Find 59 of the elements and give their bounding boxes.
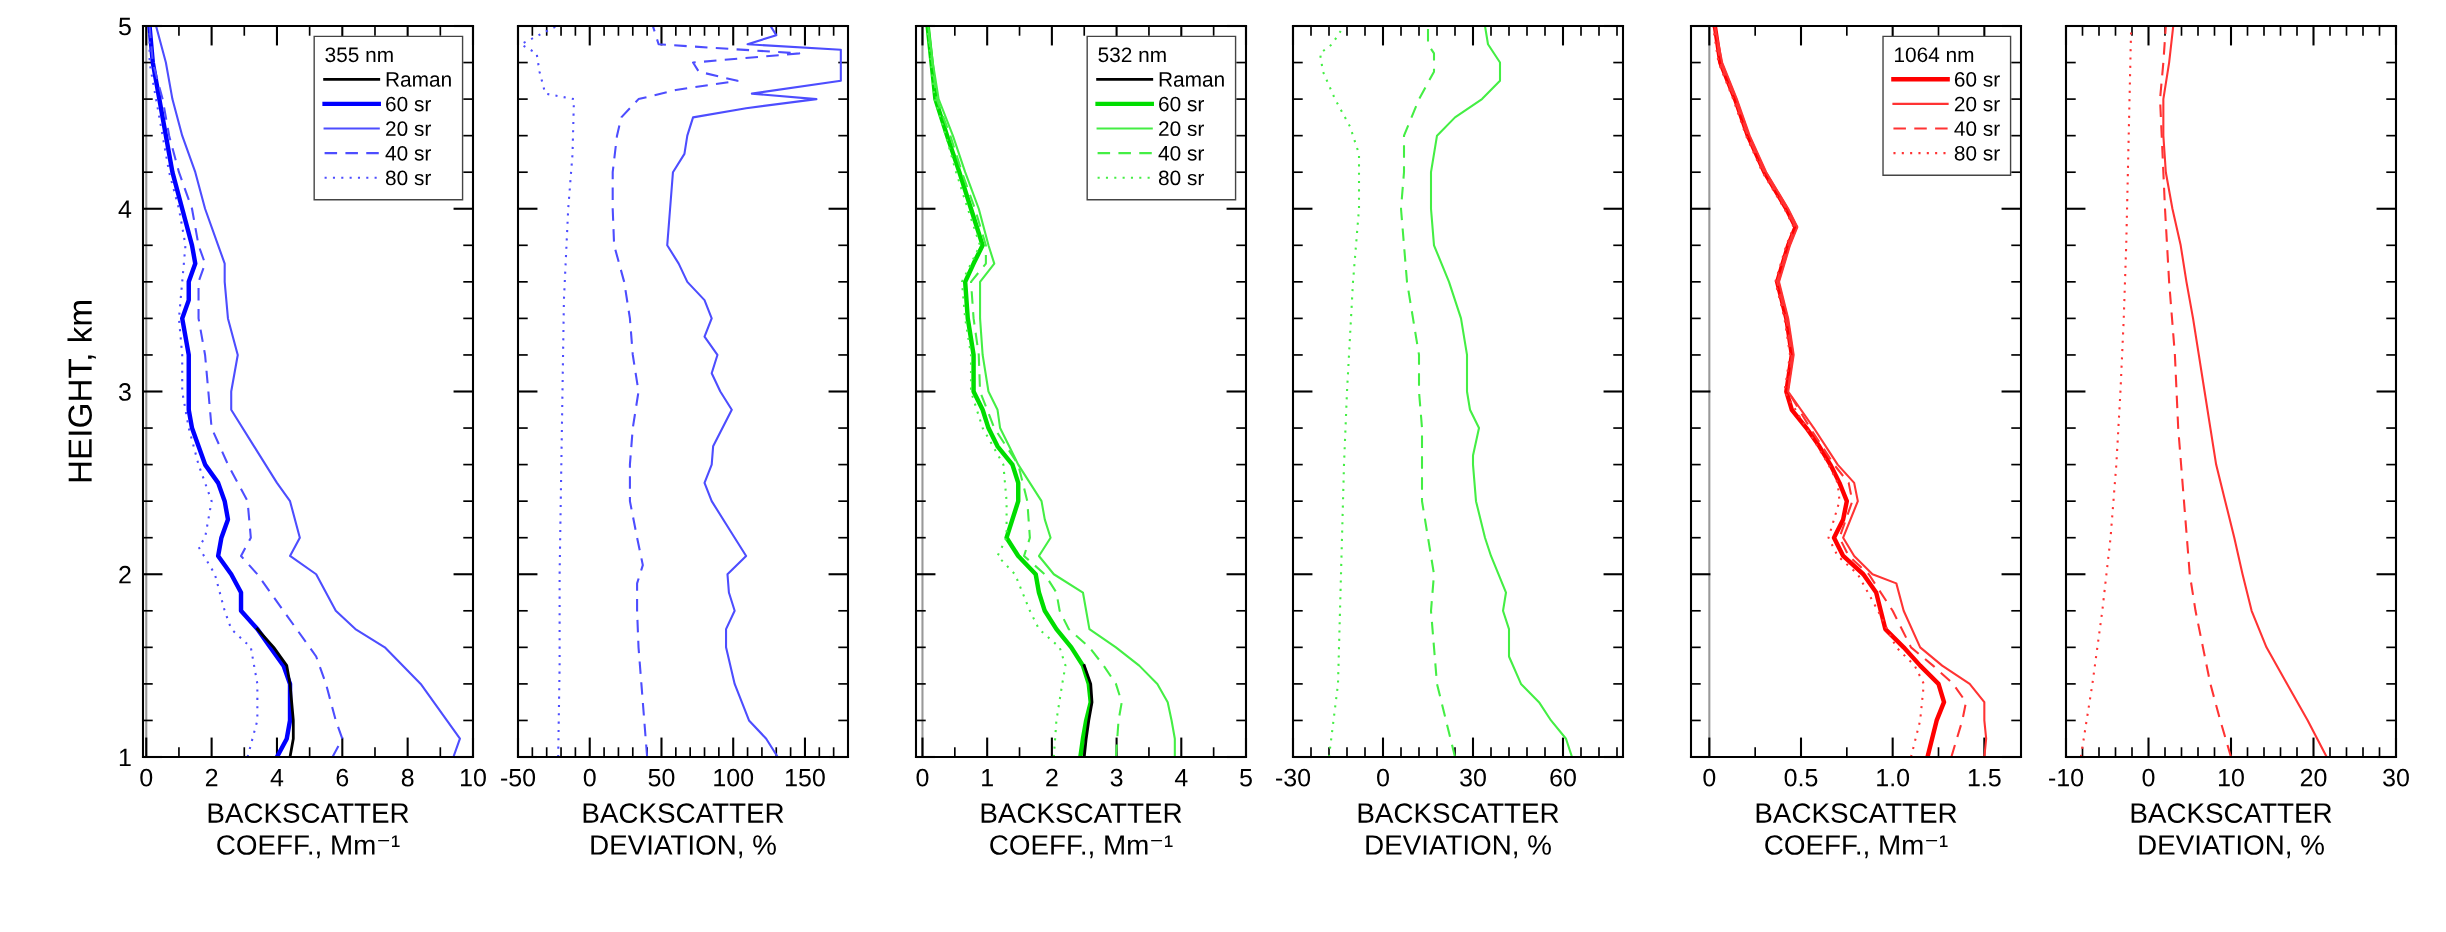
x-tick-label: 10 [461, 768, 486, 787]
x-tick-label: 20 [2300, 768, 2327, 787]
x-tick-label: 6 [336, 768, 349, 787]
x-tick-label: 5 [1240, 769, 1252, 787]
legend-label: 80 sr [1158, 170, 1204, 186]
legend-title: 532 nm [1098, 47, 1166, 63]
x-tick-label: 0 [583, 768, 596, 787]
x-tick-label: 0 [140, 768, 153, 787]
x-tick-label: 4 [1174, 769, 1188, 787]
x-tick-label: 150 [786, 768, 825, 787]
legend-label: 20 sr [1954, 96, 2000, 112]
x-tick-label: -30 [1276, 768, 1311, 787]
x-tick-label: 2 [1046, 768, 1058, 787]
x-axis-title: BACKSCATTER COEFF., Mm⁻¹ [208, 803, 409, 859]
legend-label: 20 sr [1159, 121, 1204, 137]
x-tick-label: 30 [2383, 768, 2409, 787]
x-tick-label: 10 [2219, 768, 2244, 787]
x-tick-label: 0 [1377, 768, 1389, 787]
legend-label: Raman [1159, 72, 1224, 87]
legend-label: 60 sr [1954, 72, 2000, 87]
x-tick-label: 0 [1703, 768, 1716, 787]
legend-label: 40 sr [1158, 145, 1204, 161]
x-tick-label: 1.0 [1877, 768, 1910, 787]
x-tick-label: 100 [714, 768, 754, 787]
x-tick-label: 50 [648, 768, 675, 787]
legend-label: 40 sr [385, 145, 431, 161]
y-axis-title: HEIGHT, km [67, 301, 96, 482]
x-tick-label: -50 [501, 768, 536, 787]
x-tick-label: 1.5 [1968, 769, 2001, 787]
x-tick-label: 0.5 [1784, 768, 1818, 787]
x-tick-label: 4 [270, 769, 284, 787]
y-tick-label: 1 [119, 748, 131, 767]
legend-label: 20 sr [386, 121, 431, 137]
x-axis-title: BACKSCATTER COEFF., Mm⁻¹ [1756, 803, 1957, 859]
legend-label: 60 sr [386, 96, 431, 112]
x-tick-label: 0 [2142, 768, 2155, 787]
legend-label: 40 sr [1954, 121, 2000, 137]
x-tick-label: 3 [1110, 768, 1123, 787]
legend-label: 80 sr [385, 170, 431, 186]
x-axis-title: BACKSCATTER DEVIATION, % [583, 803, 784, 859]
legend-title: 355 nm [325, 47, 393, 63]
y-tick-label: 4 [118, 200, 132, 218]
x-axis-title: BACKSCATTER DEVIATION, % [2131, 803, 2332, 859]
x-axis-title: BACKSCATTER COEFF., Mm⁻¹ [981, 803, 1182, 859]
x-tick-label: 30 [1460, 768, 1486, 787]
legend-label: 80 sr [1954, 145, 2000, 161]
x-tick-label: 2 [205, 768, 218, 787]
y-tick-label: 3 [118, 383, 131, 401]
x-axis-title: BACKSCATTER DEVIATION, % [1358, 803, 1559, 859]
legend-label: 60 sr [1159, 96, 1204, 112]
legend-title: 1064 nm [1895, 47, 1974, 63]
y-tick-label: 2 [119, 565, 131, 584]
x-tick-label: 1 [982, 769, 993, 787]
x-tick-label: 60 [1550, 768, 1576, 787]
y-tick-label: 5 [118, 17, 131, 36]
legend-label: Raman [386, 72, 451, 87]
x-tick-label: -10 [2049, 768, 2084, 787]
x-tick-label: 8 [401, 768, 414, 787]
x-tick-label: 0 [916, 768, 929, 787]
